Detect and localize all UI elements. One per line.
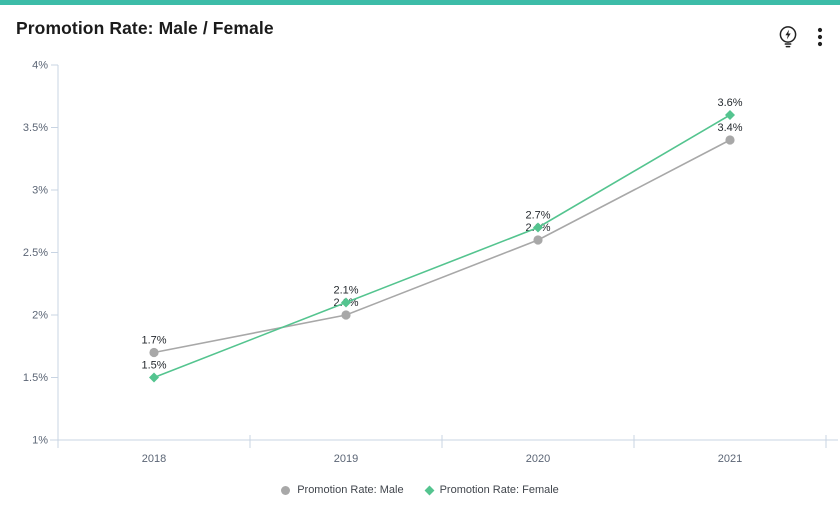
- data-point-label: 3.4%: [717, 122, 742, 134]
- data-point-label: 2.1%: [333, 285, 358, 297]
- widget-header: Promotion Rate: Male / Female: [0, 5, 840, 58]
- series-line: [153, 139, 731, 354]
- lightbulb-bolt-icon: [779, 26, 797, 48]
- kebab-menu-icon: [817, 27, 823, 47]
- series-line: [153, 114, 731, 379]
- data-point-label: 2.7%: [525, 210, 550, 222]
- data-point-marker[interactable]: [149, 372, 159, 383]
- data-point-label: 1.7%: [141, 335, 166, 347]
- insights-button[interactable]: [774, 22, 802, 52]
- line-chart: 4% 3.5% 3% 2.5% 2% 1.5% 1% 2018 2019 2020 2021 1.7%…: [23, 60, 838, 465]
- x-axis-label: 2021: [718, 453, 742, 465]
- data-point-marker[interactable]: [533, 235, 543, 245]
- widget-menu-button[interactable]: [810, 22, 830, 52]
- data-point-marker[interactable]: [725, 110, 735, 120]
- y-axis-label: 2.5%: [23, 247, 48, 259]
- y-axis-label: 1.5%: [23, 372, 48, 384]
- data-point-label: 1.5%: [141, 360, 166, 372]
- data-point-marker[interactable]: [341, 297, 351, 308]
- x-axis-label: 2020: [526, 453, 550, 465]
- legend-label: Promotion Rate: Female: [439, 484, 559, 496]
- y-axis-label: 1%: [32, 435, 48, 447]
- y-axis-label: 3.5%: [23, 122, 48, 134]
- legend: Promotion Rate: Male Promotion Rate: Fema…: [0, 484, 840, 496]
- data-point-marker[interactable]: [341, 310, 351, 320]
- data-point-marker[interactable]: [533, 222, 543, 233]
- data-point-marker[interactable]: [149, 347, 159, 358]
- legend-label: Promotion Rate: Male: [297, 484, 404, 496]
- data-point-label: 3.6%: [717, 97, 742, 109]
- y-axis-label: 3%: [32, 185, 48, 197]
- widget-accent-bar: [0, 0, 840, 5]
- x-axis-label: 2018: [142, 453, 166, 465]
- widget-actions: [774, 22, 830, 52]
- legend-item[interactable]: Promotion Rate: Male: [281, 484, 404, 496]
- x-axis-label: 2019: [334, 453, 358, 465]
- data-point-marker[interactable]: [725, 135, 735, 145]
- legend-item[interactable]: Promotion Rate: Female: [424, 484, 559, 496]
- widget-title: Promotion Rate: Male / Female: [16, 18, 274, 38]
- circle-marker-icon: [281, 485, 291, 495]
- y-axis-label: 2%: [32, 310, 48, 322]
- diamond-marker-icon: [424, 485, 435, 495]
- y-axis-label: 4%: [32, 60, 48, 72]
